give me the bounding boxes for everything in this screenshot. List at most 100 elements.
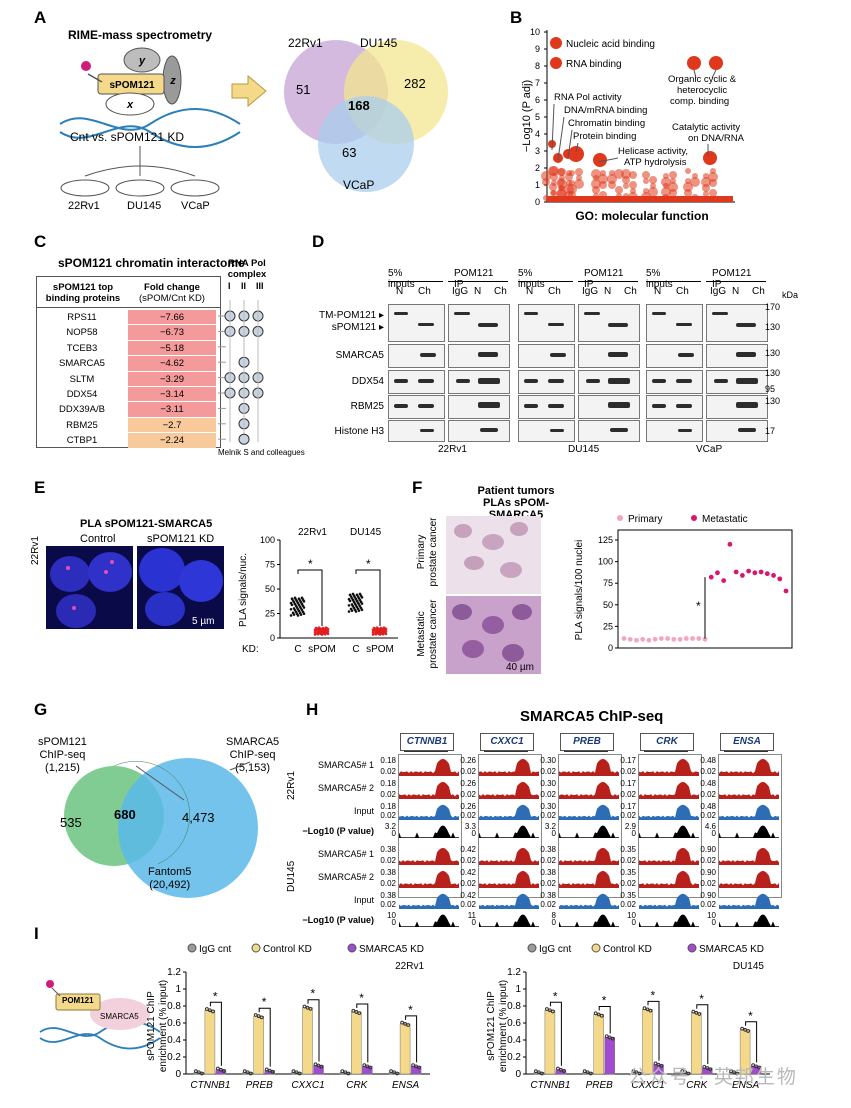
g-right-l1: SMARCA5 bbox=[226, 736, 280, 748]
f-primary-point bbox=[671, 636, 677, 642]
e-point bbox=[289, 614, 293, 617]
d-band bbox=[454, 312, 470, 315]
i-ytick-label: 1.2 bbox=[167, 967, 181, 978]
i-replicate-dot bbox=[599, 1013, 604, 1018]
h-track-signal bbox=[399, 781, 459, 799]
d-band bbox=[524, 379, 538, 383]
table-row: RPS11 −7.66 bbox=[38, 310, 219, 325]
h-scale-max: 10 bbox=[627, 911, 636, 920]
i-sig-bracket bbox=[745, 1021, 758, 1063]
panel-d-label: D bbox=[312, 232, 325, 251]
i-replicate-dot bbox=[634, 1070, 639, 1075]
h-scale-max: 0.30 bbox=[540, 756, 556, 765]
h-gene-box: ENSA bbox=[720, 733, 774, 751]
e-star-2: * bbox=[366, 557, 371, 571]
i-replicate-dot bbox=[708, 1067, 713, 1072]
f-ylabel: PLA signals/100 nuclei bbox=[574, 540, 585, 641]
e-point bbox=[313, 630, 317, 634]
i-sig-bracket bbox=[209, 1001, 222, 1066]
c-protein: DDX39A/B bbox=[59, 404, 105, 416]
h-scale-min: 0.02 bbox=[540, 856, 556, 865]
d-kda-95: 95 bbox=[765, 384, 776, 394]
i-replicate-dot bbox=[216, 1066, 220, 1071]
d-row-rbm25: RBM25 bbox=[350, 401, 384, 412]
h-track-signal bbox=[399, 914, 459, 927]
go-term-dot bbox=[622, 176, 630, 184]
g-shared: 680 bbox=[114, 807, 136, 822]
i-sig-bracket bbox=[356, 1003, 369, 1063]
go-term-dot bbox=[541, 171, 551, 181]
go-term-dot bbox=[685, 168, 691, 174]
h-track bbox=[479, 804, 539, 820]
c-col2-header-l2: (sPOM/Cnt KD) bbox=[139, 293, 205, 304]
f-meta-point bbox=[721, 578, 727, 584]
e-point bbox=[350, 609, 354, 612]
panel-b-label: B bbox=[510, 8, 523, 27]
c-col2-header: Fold change (sPOM/Cnt KD) bbox=[128, 282, 216, 304]
h-scale-min: 0.02 bbox=[380, 767, 396, 776]
i-category-label: CRK bbox=[346, 1080, 368, 1091]
go-baseline-dots bbox=[547, 196, 733, 202]
c-fold: −3.14 bbox=[128, 387, 216, 402]
d-band bbox=[714, 379, 728, 383]
go-term-dot bbox=[557, 179, 567, 189]
e-point bbox=[371, 633, 375, 636]
i-bar bbox=[653, 1064, 664, 1075]
h-scale-min: 0.02 bbox=[620, 811, 636, 820]
go-term-dot bbox=[558, 168, 566, 176]
e-sig-bracket-2 bbox=[355, 569, 381, 626]
protein-spom121: sPOM121 bbox=[109, 80, 154, 91]
e-point bbox=[376, 631, 380, 635]
h-track bbox=[559, 804, 619, 820]
f-label-meta-l1: Metastatic bbox=[416, 611, 427, 657]
f-ytick-label: 125 bbox=[598, 535, 613, 545]
h-scale-min: 0.02 bbox=[620, 767, 636, 776]
f-star: * bbox=[696, 599, 701, 613]
i-replicate-dot bbox=[264, 1067, 269, 1072]
e-point bbox=[293, 596, 297, 600]
h-track bbox=[639, 893, 699, 909]
d-blot-input bbox=[388, 304, 445, 342]
panel-c-label: C bbox=[34, 232, 47, 251]
i-replicate-dot bbox=[205, 1007, 209, 1011]
e-point bbox=[359, 594, 363, 597]
i-ytick-label: 0.6 bbox=[167, 1018, 181, 1029]
pla-image-kd bbox=[137, 546, 224, 629]
h-track-signal bbox=[399, 893, 459, 909]
e-cell-du145: DU145 bbox=[350, 527, 382, 538]
h-scale-min: 0 bbox=[631, 829, 636, 838]
h-scale-max: 0.18 bbox=[380, 756, 396, 765]
h-scale-min: 0.02 bbox=[460, 767, 476, 776]
e-point bbox=[313, 633, 317, 636]
i-replicate-dot bbox=[291, 1069, 296, 1074]
h-scale-max: 8 bbox=[551, 911, 556, 920]
h-scale-min: 0.02 bbox=[540, 900, 556, 909]
h-track bbox=[719, 914, 779, 927]
h-track-signal bbox=[479, 847, 539, 865]
i-bar bbox=[544, 1010, 556, 1075]
e-point bbox=[296, 601, 300, 605]
i-ytick-label: 0.6 bbox=[507, 1018, 521, 1029]
dish-label-22rv1: 22Rv1 bbox=[68, 200, 100, 212]
i-bar bbox=[302, 1007, 313, 1075]
h-scale-max: 3.2 bbox=[384, 822, 396, 831]
d-band bbox=[676, 323, 692, 326]
go-term-dot bbox=[629, 181, 637, 189]
annot-atp: ATP hydrolysis bbox=[624, 157, 687, 168]
h-track-label: SMARCA5# 2 bbox=[317, 872, 374, 882]
h-track-label: Input bbox=[353, 806, 374, 816]
d-kda-label: kDa bbox=[782, 290, 799, 300]
c-protein: NOP58 bbox=[66, 327, 98, 339]
h-track-signal bbox=[399, 847, 459, 865]
d-band bbox=[548, 379, 564, 383]
c-protein: TCEB3 bbox=[66, 342, 98, 354]
h-scale-max: 0.42 bbox=[460, 891, 476, 900]
go-term-dot bbox=[709, 189, 717, 197]
d-band bbox=[478, 378, 500, 384]
c-col-ii: II bbox=[241, 281, 247, 291]
comparison-text: Cnt vs. sPOM121 KD bbox=[70, 130, 185, 144]
d-blot-input bbox=[646, 304, 703, 342]
h-gene-box: CXXC1 bbox=[480, 733, 534, 751]
rnapol-grid bbox=[218, 300, 264, 445]
cartoon-smarca5: SMARCA5 bbox=[100, 1012, 139, 1021]
